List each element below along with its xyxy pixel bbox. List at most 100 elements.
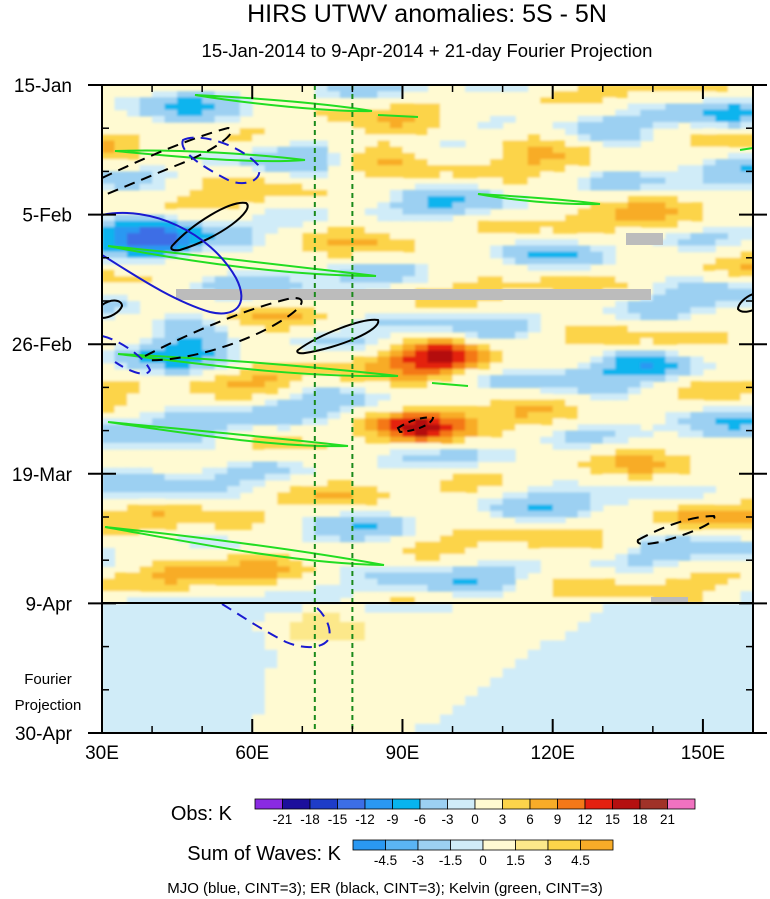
anomaly-cell [427, 233, 441, 240]
anomaly-cell [102, 473, 116, 481]
anomaly-cell [114, 578, 128, 586]
projection-cell [552, 621, 566, 632]
anomaly-cell [590, 578, 604, 586]
anomaly-cell [264, 412, 278, 419]
anomaly-cell [665, 331, 679, 339]
anomaly-cell [452, 566, 466, 574]
projection-cell [277, 668, 291, 679]
anomaly-cell [227, 91, 241, 98]
anomaly-cell [127, 362, 141, 370]
anomaly-cell [677, 313, 691, 321]
anomaly-cell [465, 591, 479, 598]
anomaly-cell [640, 492, 654, 500]
anomaly-cell [377, 152, 391, 160]
anomaly-cell [515, 313, 529, 321]
anomaly-cell [114, 529, 128, 537]
anomaly-cell [339, 424, 353, 432]
projection-cell [502, 603, 516, 614]
anomaly-cell [677, 233, 691, 240]
anomaly-cell [465, 344, 479, 351]
anomaly-cell [502, 393, 516, 401]
anomaly-cell [139, 134, 153, 142]
anomaly-cell [214, 381, 228, 388]
anomaly-cell [214, 97, 228, 105]
anomaly-cell [139, 85, 153, 92]
anomaly-cell [152, 473, 166, 481]
anomaly-cell [102, 331, 116, 339]
anomaly-cell [314, 399, 328, 407]
anomaly-cell [277, 146, 291, 154]
colorbar-tick-label: -12 [355, 812, 375, 827]
anomaly-cell [540, 140, 554, 148]
anomaly-cell [665, 393, 679, 401]
anomaly-cell [264, 196, 278, 203]
anomaly-cell [389, 159, 403, 166]
anomaly-cell [189, 109, 203, 117]
anomaly-cell [202, 134, 216, 142]
anomaly-cell [490, 115, 504, 123]
projection-cell [540, 649, 554, 660]
anomaly-cell [239, 473, 253, 481]
anomaly-cell [477, 591, 491, 598]
anomaly-cell [477, 381, 491, 388]
anomaly-cell [527, 313, 541, 321]
anomaly-cell [465, 436, 479, 444]
anomaly-cell [565, 578, 579, 586]
colorbar-tick-label: 15 [605, 812, 620, 827]
anomaly-cell [427, 480, 441, 487]
anomaly-cell [602, 591, 616, 598]
anomaly-cell [740, 140, 753, 148]
anomaly-cell [189, 239, 203, 247]
anomaly-cell [715, 251, 729, 259]
anomaly-cell [677, 294, 691, 302]
projection-cell [515, 686, 529, 697]
projection-cell [565, 658, 579, 669]
anomaly-cell [452, 356, 466, 364]
anomaly-cell [652, 282, 666, 290]
anomaly-cell [214, 245, 228, 253]
anomaly-cell [702, 159, 716, 166]
projection-cell [540, 621, 554, 632]
anomaly-cell [440, 338, 454, 345]
anomaly-cell [627, 597, 641, 604]
anomaly-cell [715, 344, 729, 351]
projection-cell [502, 640, 516, 651]
missing-data-patches [176, 233, 688, 603]
anomaly-cell [189, 480, 203, 487]
anomaly-cell [314, 226, 328, 234]
anomaly-cell [690, 146, 704, 154]
anomaly-cell [540, 393, 554, 401]
anomaly-cell [389, 103, 403, 111]
anomaly-cell [102, 128, 116, 135]
projection-cell [728, 686, 742, 697]
anomaly-cell [452, 473, 466, 481]
anomaly-cell [189, 226, 203, 234]
anomaly-cell [640, 171, 654, 179]
anomaly-cell [665, 183, 679, 191]
anomaly-cell [139, 498, 153, 506]
anomaly-cell [465, 319, 479, 327]
anomaly-cell [127, 597, 141, 604]
anomaly-cell [565, 245, 579, 253]
anomaly-cell [465, 196, 479, 203]
projection-cell [540, 714, 554, 725]
x-tick-label: 120E [531, 743, 575, 764]
projection-cell [189, 640, 203, 651]
anomaly-cell [102, 356, 116, 364]
anomaly-cell [602, 196, 616, 203]
anomaly-cell [139, 97, 153, 105]
anomaly-cell [152, 381, 166, 388]
anomaly-cell [102, 560, 116, 567]
anomaly-cell [527, 418, 541, 426]
projection-cell [277, 640, 291, 651]
projection-cell [452, 714, 466, 725]
anomaly-cell [314, 597, 328, 604]
anomaly-cell [402, 85, 416, 92]
anomaly-cell [552, 492, 566, 500]
anomaly-cell [615, 196, 629, 203]
anomaly-cell [114, 128, 128, 135]
anomaly-cell [289, 152, 303, 160]
anomaly-cell [740, 387, 753, 395]
anomaly-cell [490, 301, 504, 308]
anomaly-cell [527, 504, 541, 512]
